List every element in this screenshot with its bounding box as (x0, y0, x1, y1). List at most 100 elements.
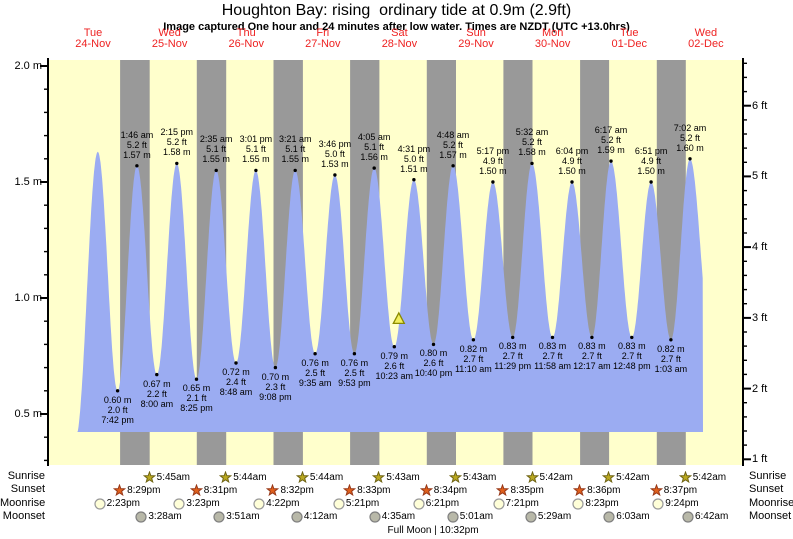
moonset-time: 6:03am (616, 511, 650, 523)
y-axis-right-label: 1 ft (752, 453, 768, 466)
moonset-moon-icon (135, 511, 147, 523)
day-date: 25-Nov (151, 38, 188, 50)
high-tide-label: 3:46 pm 5.0 ft 1.53 m (319, 139, 352, 169)
high-tide-ft: 5.1 ft (245, 144, 266, 155)
low-tide-ft: 2.7 ft (621, 351, 642, 362)
tide-extreme-dot (234, 361, 238, 365)
day-label: Wed 02-Dec (688, 28, 723, 50)
low-tide-label: 0.80 m 2.6 ft 10:40 pm (415, 348, 453, 378)
low-tide-time: 9:35 am (298, 377, 332, 388)
tide-extreme-dot (688, 157, 692, 161)
high-tide-time: 7:02 am (673, 122, 707, 133)
day-label: Sat 28-Nov (382, 28, 417, 50)
sunset-event: 8:33pm (343, 483, 390, 497)
high-tide-ft: 4.9 ft (482, 156, 503, 166)
sunset-star-icon (573, 483, 587, 496)
sunrise-event: 5:42am (602, 470, 650, 484)
sunrise-time: 5:45am (156, 471, 191, 483)
moonset-moon-icon (603, 511, 615, 523)
high-tide-m: 1.56 m (360, 152, 388, 163)
high-tide-time: 1:46 am (120, 129, 154, 140)
high-tide-m: 1.58 m (163, 147, 191, 158)
event-row-label-left-moonrise: Moonrise (0, 496, 46, 509)
event-row-label-right-moonset: Moonset (749, 509, 792, 522)
high-tide-m: 1.50 m (479, 166, 507, 176)
sunrise-star-icon (678, 470, 692, 483)
high-tide-ft: 5.1 ft (364, 142, 385, 153)
day-name: Wed (158, 27, 181, 39)
sunset-star-icon (649, 483, 663, 496)
low-tide-label: 0.83 m 2.7 ft 11:29 pm (494, 341, 531, 371)
sunrise-event: 5:42am (525, 470, 573, 484)
sunrise-event: 5:45am (142, 470, 191, 484)
moonrise-moon-icon (572, 497, 585, 510)
high-tide-time: 6:04 pm (555, 146, 589, 156)
sunrise-event: 5:43am (372, 470, 420, 484)
low-tide-time: 8:48 am (219, 386, 253, 397)
moonrise-time: 9:24pm (665, 498, 699, 510)
moonset-event: 3:51am (213, 510, 260, 524)
tide-extreme-dot (471, 338, 476, 342)
high-tide-label: 3:01 pm 5.1 ft 1.55 m (240, 134, 273, 164)
tide-extreme-dot (352, 352, 357, 356)
high-tide-ft: 5.2 ft (126, 139, 147, 150)
low-tide-time: 9:53 pm (338, 377, 371, 388)
moonset-time: 4:12am (303, 511, 338, 523)
moonset-moon-icon (213, 511, 225, 523)
low-tide-label: 0.60 m 2.0 ft 7:42 pm (101, 395, 134, 425)
sunset-time: 8:34pm (433, 484, 468, 496)
moonrise-moon-icon (652, 497, 664, 510)
moonrise-event: 2:23pm (94, 497, 140, 511)
moonset-time: 4:35am (381, 511, 416, 523)
day-name: Tue (83, 27, 103, 39)
day-label: Thu 26-Nov (228, 28, 263, 50)
moonset-moon-icon (682, 511, 694, 523)
day-label: Fri 27-Nov (305, 28, 340, 50)
low-tide-m: 0.80 m (419, 348, 448, 359)
low-tide-m: 0.83 m (618, 341, 646, 352)
moonrise-time: 6:21pm (425, 498, 460, 510)
low-tide-ft: 2.6 ft (384, 360, 405, 371)
sunrise-time: 5:43am (462, 471, 497, 483)
low-tide-time: 12:48 pm (613, 361, 651, 372)
tide-extreme-dot (550, 335, 555, 340)
low-tide-label: 0.82 m 2.7 ft 1:03 am (655, 344, 688, 374)
sunrise-time: 5:43am (386, 471, 420, 483)
low-tide-m: 0.65 m (182, 383, 211, 394)
high-tide-time: 2:15 pm (160, 127, 194, 138)
sunrise-time: 5:42am (692, 471, 727, 483)
day-date: 28-Nov (381, 38, 418, 50)
day-name: Fri (316, 27, 330, 39)
high-tide-label: 3:21 am 5.1 ft 1.55 m (279, 134, 312, 164)
tide-extreme-dot (293, 168, 297, 173)
tide-extreme-dot (254, 168, 258, 173)
moonrise-moon-icon (94, 497, 106, 510)
low-tide-m: 0.83 m (578, 341, 606, 352)
low-tide-time: 11:58 am (534, 361, 571, 372)
low-tide-ft: 2.7 ft (542, 351, 563, 362)
moonset-event: 6:42am (682, 510, 728, 524)
tide-extreme-dot (570, 180, 574, 184)
high-tide-time: 4:31 pm (397, 143, 431, 154)
low-tide-m: 0.72 m (222, 366, 250, 377)
y-axis-right-label: 2 ft (752, 382, 768, 395)
high-tide-m: 1.59 m (597, 145, 625, 156)
high-tide-m: 1.57 m (123, 149, 151, 160)
tide-extreme-dot (451, 164, 455, 168)
low-tide-time: 11:10 am (454, 363, 492, 374)
sunset-time: 8:31pm (203, 484, 238, 496)
page-subtitle: Image captured One hour and 24 minutes a… (163, 21, 630, 33)
y-axis-right-label: 3 ft (752, 311, 768, 324)
sunset-event: 8:36pm (573, 483, 620, 497)
low-tide-ft: 2.5 ft (344, 367, 365, 378)
tide-extreme-dot (630, 335, 634, 340)
sunrise-time: 5:42am (539, 471, 573, 483)
low-tide-m: 0.67 m (143, 378, 171, 389)
low-tide-label: 0.83 m 2.7 ft 11:58 am (534, 341, 571, 371)
moonset-time: 6:42am (694, 511, 729, 523)
sunset-event: 8:37pm (649, 483, 697, 497)
day-name: Mon (541, 27, 564, 39)
moonset-moon-icon (525, 511, 537, 523)
moonrise-time: 7:21pm (505, 498, 539, 510)
